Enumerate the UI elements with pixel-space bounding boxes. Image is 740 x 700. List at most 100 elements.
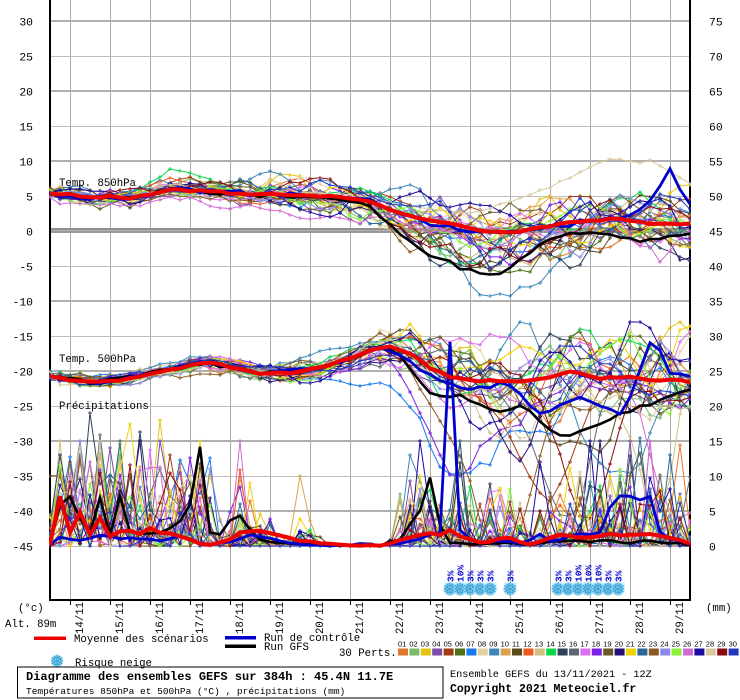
svg-text:30: 30 (19, 18, 33, 30)
svg-text:24: 24 (660, 640, 668, 649)
svg-text:❅: ❅ (571, 580, 585, 599)
svg-text:(°c): (°c) (18, 603, 44, 615)
svg-text:22: 22 (637, 640, 645, 649)
svg-text:19: 19 (603, 640, 611, 649)
svg-text:❅: ❅ (453, 580, 467, 599)
svg-text:07: 07 (466, 640, 474, 649)
svg-text:24/11: 24/11 (475, 602, 487, 634)
svg-text:10: 10 (709, 473, 723, 485)
svg-text:14: 14 (546, 640, 554, 649)
svg-text:23/11: 23/11 (435, 602, 447, 634)
svg-text:23: 23 (649, 640, 657, 649)
svg-text:❅: ❅ (463, 580, 477, 599)
svg-text:Risque neige: Risque neige (75, 658, 152, 670)
svg-text:21: 21 (626, 640, 634, 649)
svg-text:30 Perts.: 30 Perts. (339, 648, 397, 660)
svg-text:-25: -25 (12, 403, 33, 415)
svg-text:0: 0 (26, 228, 33, 240)
svg-text:18/11: 18/11 (235, 602, 247, 634)
svg-text:06: 06 (455, 640, 463, 649)
svg-text:-45: -45 (12, 543, 33, 555)
svg-text:45: 45 (709, 228, 723, 240)
svg-text:13: 13 (535, 640, 543, 649)
svg-text:Temp. 850hPa: Temp. 850hPa (59, 178, 137, 190)
svg-text:28/11: 28/11 (635, 602, 647, 634)
svg-text:-10: -10 (12, 298, 33, 310)
svg-text:3%: 3% (614, 570, 625, 582)
svg-text:08: 08 (478, 640, 486, 649)
svg-text:29/11: 29/11 (675, 602, 687, 634)
svg-text:27/11: 27/11 (595, 602, 607, 634)
svg-text:Températures 850hPa et 500hPa: Températures 850hPa et 500hPa (°C) , pré… (26, 686, 345, 697)
svg-text:11: 11 (512, 640, 520, 649)
svg-text:25/11: 25/11 (515, 602, 527, 634)
svg-text:15: 15 (19, 123, 33, 135)
svg-text:15: 15 (709, 438, 723, 450)
svg-text:10%: 10% (594, 565, 605, 582)
svg-text:❅: ❅ (551, 580, 565, 599)
svg-text:(mm): (mm) (706, 603, 732, 615)
svg-text:3%: 3% (486, 570, 497, 582)
svg-text:❅: ❅ (591, 580, 605, 599)
svg-text:❅: ❅ (601, 580, 615, 599)
svg-text:0: 0 (709, 543, 716, 555)
svg-text:3%: 3% (564, 570, 575, 582)
svg-text:05: 05 (444, 640, 452, 649)
svg-text:5: 5 (26, 193, 33, 205)
svg-text:3%: 3% (446, 570, 457, 582)
svg-text:15: 15 (558, 640, 566, 649)
svg-text:16: 16 (569, 640, 577, 649)
svg-text:Précipitations: Précipitations (59, 401, 149, 413)
svg-text:10%: 10% (584, 565, 595, 582)
svg-text:25: 25 (19, 53, 33, 65)
svg-text:20: 20 (19, 88, 33, 100)
svg-text:18: 18 (592, 640, 600, 649)
svg-text:Run GFS: Run GFS (264, 642, 309, 654)
svg-text:3%: 3% (554, 570, 565, 582)
svg-text:40: 40 (709, 263, 723, 275)
svg-text:❅: ❅ (483, 580, 497, 599)
svg-text:02: 02 (409, 640, 417, 649)
svg-text:15/11: 15/11 (115, 602, 127, 634)
svg-text:29: 29 (717, 640, 725, 649)
svg-text:21/11: 21/11 (355, 602, 367, 634)
svg-text:01: 01 (398, 640, 406, 649)
svg-text:❅: ❅ (443, 580, 457, 599)
svg-text:35: 35 (709, 298, 723, 310)
svg-text:17/11: 17/11 (195, 602, 207, 634)
svg-text:20/11: 20/11 (315, 602, 327, 634)
svg-text:55: 55 (709, 158, 723, 170)
svg-text:10: 10 (501, 640, 509, 649)
svg-text:10: 10 (19, 158, 33, 170)
svg-text:Alt. 89m: Alt. 89m (5, 619, 56, 631)
svg-text:60: 60 (709, 123, 723, 135)
svg-text:5: 5 (709, 508, 716, 520)
svg-text:Copyright 2021 Meteociel.fr: Copyright 2021 Meteociel.fr (450, 683, 636, 696)
svg-text:Diagramme des ensembles GEFS s: Diagramme des ensembles GEFS sur 384h : … (26, 670, 393, 684)
svg-text:❅: ❅ (473, 580, 487, 599)
svg-text:09: 09 (489, 640, 497, 649)
svg-text:10%: 10% (456, 565, 467, 582)
svg-text:03: 03 (421, 640, 429, 649)
svg-text:25: 25 (672, 640, 680, 649)
svg-text:-5: -5 (19, 263, 33, 275)
svg-text:3%: 3% (506, 570, 517, 582)
svg-text:Run de contrôle: Run de contrôle (264, 633, 360, 645)
svg-text:25: 25 (709, 368, 723, 380)
svg-text:26/11: 26/11 (555, 602, 567, 634)
svg-text:12: 12 (523, 640, 531, 649)
svg-text:-30: -30 (12, 438, 33, 450)
svg-text:28: 28 (706, 640, 714, 649)
svg-text:19/11: 19/11 (275, 602, 287, 634)
svg-text:❅: ❅ (581, 580, 595, 599)
svg-text:3%: 3% (466, 570, 477, 582)
svg-text:20: 20 (615, 640, 623, 649)
svg-text:16/11: 16/11 (155, 602, 167, 634)
svg-text:-40: -40 (12, 508, 33, 520)
svg-text:70: 70 (709, 53, 723, 65)
svg-text:04: 04 (432, 640, 440, 649)
svg-text:65: 65 (709, 88, 723, 100)
svg-text:22/11: 22/11 (395, 602, 407, 634)
svg-text:❅: ❅ (50, 652, 64, 671)
svg-text:14/11: 14/11 (75, 602, 87, 634)
